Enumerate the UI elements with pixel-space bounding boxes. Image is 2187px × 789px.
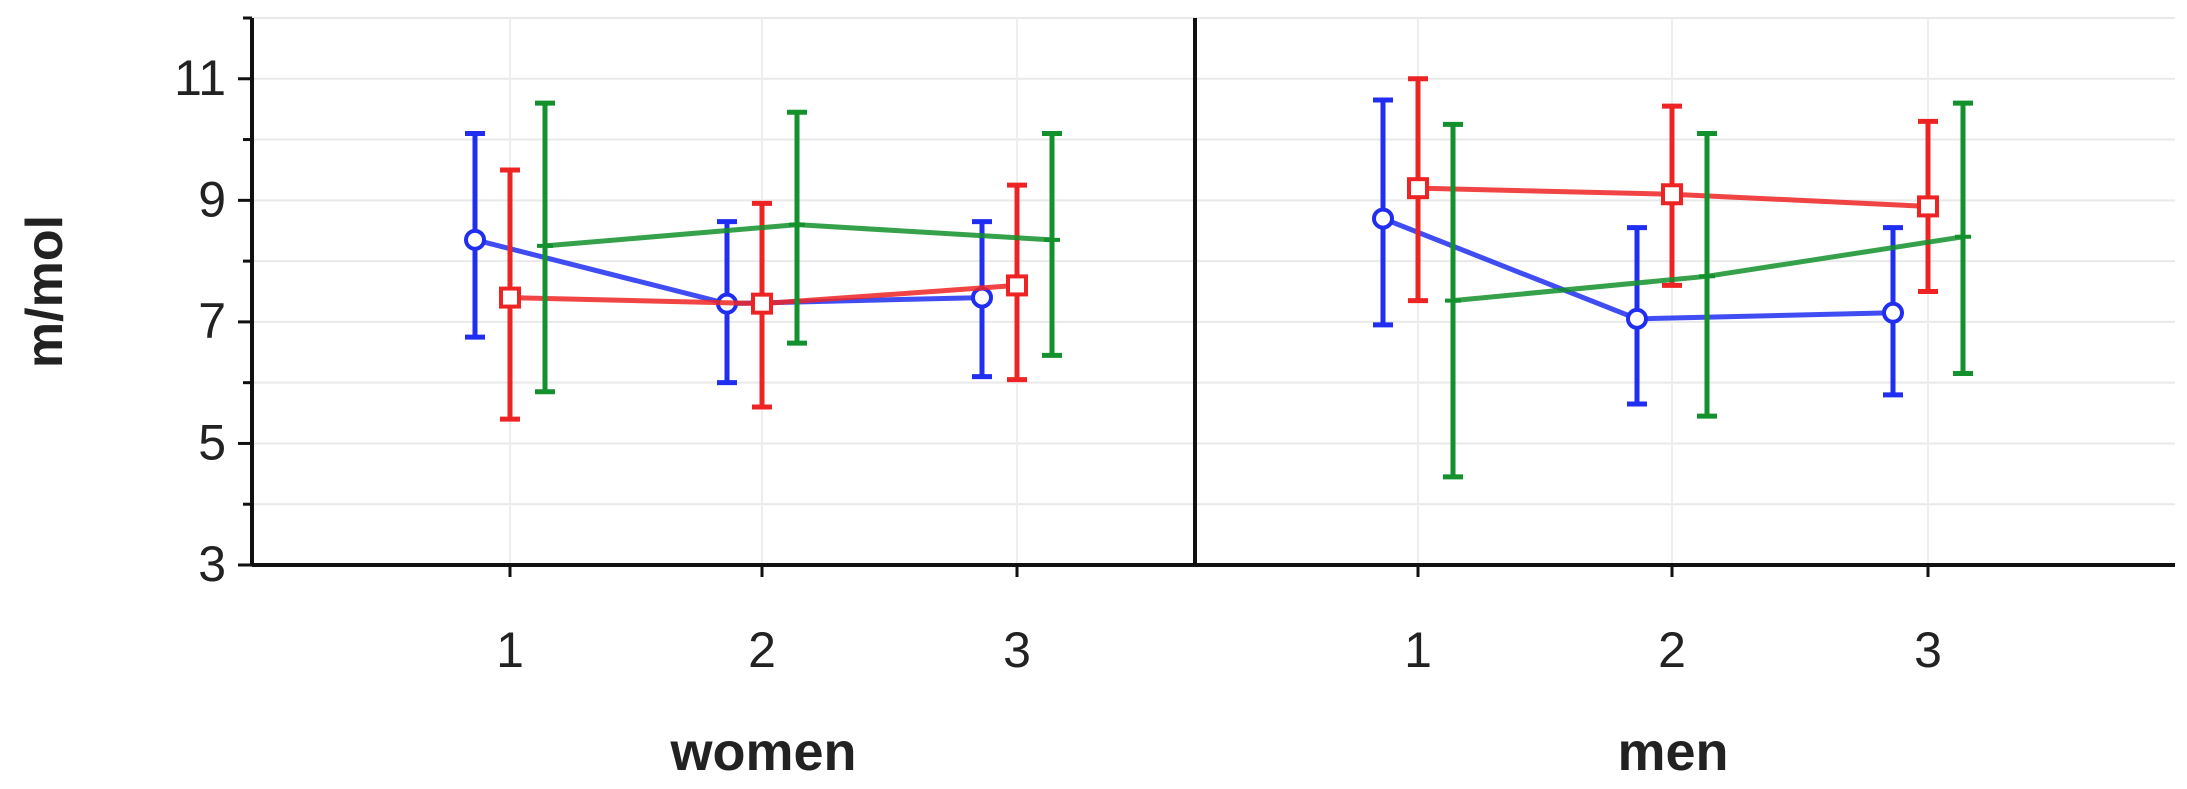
x-tick-label: 1 — [496, 622, 524, 678]
x-tick-label: 2 — [1658, 622, 1686, 678]
data-point — [537, 237, 553, 254]
series-women-square — [499, 167, 1028, 422]
data-point — [1445, 292, 1461, 309]
panel-label-men: men — [1617, 722, 1728, 782]
data-point — [1044, 231, 1060, 248]
y-tick-label: 3 — [198, 536, 226, 592]
data-point — [464, 228, 486, 251]
data-point — [1407, 177, 1429, 200]
axes-layer — [238, 16, 2175, 577]
x-tick-label: 3 — [1003, 622, 1031, 678]
y-tick-label: 11 — [174, 50, 226, 106]
grid-layer — [252, 17, 2175, 566]
data-point — [971, 286, 993, 309]
series-layer — [464, 76, 1973, 480]
data-point — [789, 216, 805, 233]
series-men-circle — [1372, 97, 1904, 407]
data-point — [1882, 301, 1904, 324]
data-point — [1661, 183, 1683, 206]
y-tick-label: 7 — [198, 293, 226, 349]
data-point — [751, 292, 773, 315]
x-tick-label: 2 — [748, 622, 776, 678]
series-women-plus — [535, 100, 1062, 395]
y-axis-label: m/mol — [16, 215, 74, 368]
series-men-plus — [1443, 100, 1973, 480]
data-point — [1626, 307, 1648, 330]
data-point — [1917, 195, 1939, 218]
panel-label-women: women — [669, 722, 856, 782]
data-point — [1955, 228, 1971, 245]
data-point — [499, 286, 521, 309]
y-tick-label: 9 — [198, 171, 226, 227]
y-tick-label: 5 — [198, 414, 226, 470]
label-layer: 3 5 7 9 11 m/mol 1 2 3 women 1 2 3 men — [16, 50, 1942, 782]
series-men-square — [1407, 76, 1939, 304]
data-point — [1699, 268, 1715, 285]
data-point — [1372, 207, 1394, 230]
data-point — [1006, 274, 1028, 297]
x-tick-label: 3 — [1914, 622, 1942, 678]
x-tick-label: 1 — [1404, 622, 1432, 678]
